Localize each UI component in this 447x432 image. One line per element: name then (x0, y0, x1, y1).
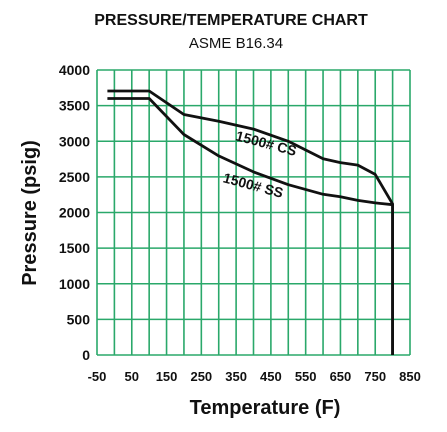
series-line (107, 97, 394, 355)
x-tick-label: 650 (330, 369, 352, 384)
x-tick-label: 750 (364, 369, 386, 384)
x-tick-label: -50 (88, 369, 107, 384)
chart-title: PRESSURE/TEMPERATURE CHART (94, 12, 368, 29)
y-tick-label: 1500 (59, 240, 90, 256)
y-tick-label: 2500 (59, 169, 90, 185)
y-axis-label: Pressure (psig) (19, 140, 41, 286)
y-tick-label: 3000 (59, 133, 90, 149)
chart-subtitle: ASME B16.34 (189, 35, 283, 52)
x-tick-label: 850 (399, 369, 421, 384)
y-tick-label: 4000 (59, 62, 90, 78)
tick-labels: 0 500 1000 1500 2000 2500 3000 3500 4000 -50 50 150… (59, 62, 421, 384)
x-tick-label: 550 (295, 369, 317, 384)
y-tick-label: 0 (82, 347, 90, 363)
x-axis-label: Temperature (F) (190, 397, 341, 419)
y-tick-label: 3500 (59, 98, 90, 114)
x-tick-label: 450 (260, 369, 282, 384)
x-tick-label: 150 (156, 369, 178, 384)
x-tick-label: 50 (125, 369, 139, 384)
series-line (107, 89, 394, 355)
y-tick-label: 500 (67, 311, 91, 327)
grid (96, 69, 411, 356)
x-tick-label: 350 (225, 369, 247, 384)
y-tick-label: 2000 (59, 205, 90, 221)
x-tick-label: 250 (190, 369, 212, 384)
y-tick-label: 1000 (59, 276, 90, 292)
